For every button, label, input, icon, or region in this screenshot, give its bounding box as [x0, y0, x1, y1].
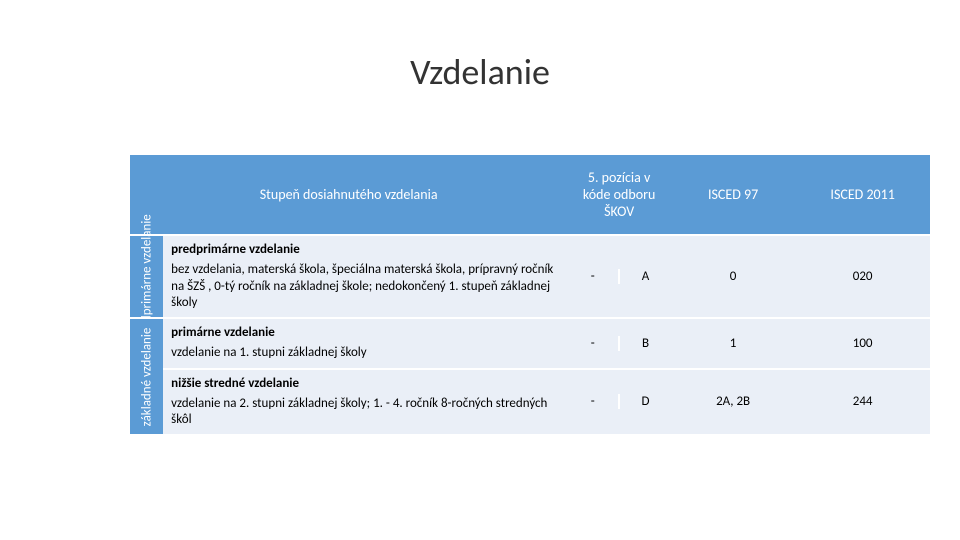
- cell-code5: - A: [567, 235, 671, 318]
- cell-isced97: 2A, 2B: [671, 369, 795, 436]
- cell-description: nižšie stredné vzdelanie vzdelanie na 2.…: [163, 369, 567, 436]
- col-header-isced2011: ISCED 2011: [795, 155, 930, 235]
- cell-description: primárne vzdelanie vzdelanie na 1. stupn…: [163, 318, 567, 369]
- group-sticker-preprimary: predprimárne vzdelanie: [130, 235, 163, 318]
- col-header-isced97: ISCED 97: [671, 155, 795, 235]
- table-row: predprimárne vzdelanie predprimárne vzde…: [130, 235, 930, 318]
- cell-isced97: 0: [671, 235, 795, 318]
- table-row: nižšie stredné vzdelanie vzdelanie na 2.…: [130, 369, 930, 436]
- cell-isced2011: 100: [795, 318, 930, 369]
- cell-description: predprimárne vzdelanie bez vzdelania, ma…: [163, 235, 567, 318]
- group-sticker-basic: základné vzdelanie: [130, 318, 163, 435]
- page-title: Vzdelanie: [0, 0, 960, 124]
- cell-isced2011: 244: [795, 369, 930, 436]
- cell-isced2011: 020: [795, 235, 930, 318]
- table-row: základné vzdelanie primárne vzdelanie vz…: [130, 318, 930, 369]
- education-table: Stupeň dosiahnutého vzdelania 5. pozícia…: [130, 155, 930, 436]
- cell-code5: - D: [567, 369, 671, 436]
- cell-isced97: 1: [671, 318, 795, 369]
- col-header-code5: 5. pozícia v kóde odboru ŠKOV: [567, 155, 671, 235]
- col-header-stage: Stupeň dosiahnutého vzdelania: [130, 155, 567, 235]
- cell-code5: - B: [567, 318, 671, 369]
- table-header-row: Stupeň dosiahnutého vzdelania 5. pozícia…: [130, 155, 930, 235]
